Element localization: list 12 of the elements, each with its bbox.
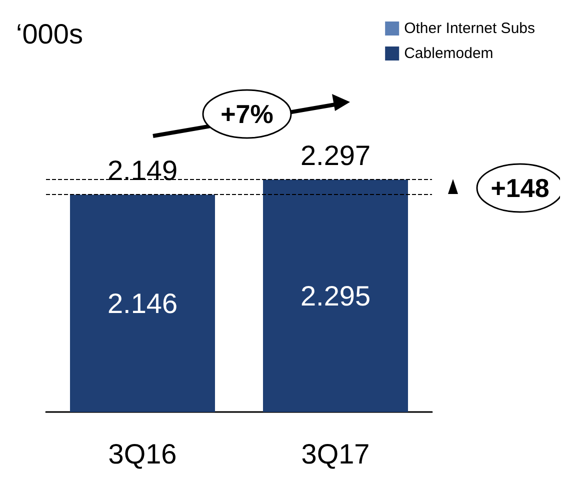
- x-tick-label: 3Q17: [301, 438, 370, 470]
- bar: [263, 180, 408, 412]
- legend-label: Other Internet Subs: [404, 20, 535, 37]
- legend-label: Cablemodem: [404, 45, 494, 62]
- text: +7%: [220, 99, 274, 129]
- data-label: 2.295: [300, 280, 371, 312]
- text: +148: [490, 173, 550, 203]
- total-label: 2.297: [300, 140, 371, 171]
- x-tick-label: 3Q16: [108, 438, 177, 470]
- data-label: 2.146: [107, 288, 178, 319]
- bar: [70, 194, 215, 412]
- text: ‘000s: [16, 18, 83, 50]
